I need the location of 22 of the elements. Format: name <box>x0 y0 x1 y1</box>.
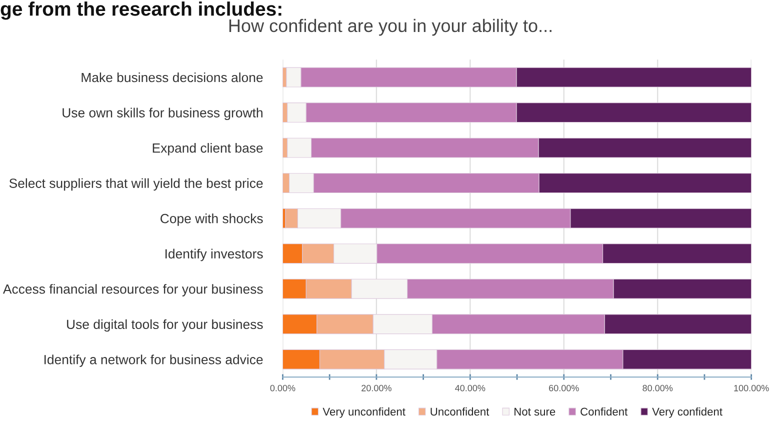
legend-label: Confident <box>580 407 628 416</box>
y-tick-label: Identify a network for business advice <box>44 354 263 367</box>
legend-label: Not sure <box>514 408 556 416</box>
legend-label: Very unconfident <box>322 407 406 418</box>
legend-label: Very confident <box>652 407 722 418</box>
y-tick-label: Make business decisions alone <box>82 72 263 82</box>
x-tick-label: 20.00% <box>362 384 392 392</box>
text: ge from the research includes: <box>0 2 282 20</box>
legend-label: Unconfident <box>430 407 490 416</box>
x-tick-label: 0.00% <box>270 384 296 392</box>
y-tick-label: Use own skills for business growth <box>62 108 262 120</box>
y-tick-label: Select suppliers that will yield the best price <box>9 178 263 191</box>
x-tick-label: 80.00% <box>642 384 673 392</box>
y-tick-label: Access financial resources for your business <box>2 284 263 296</box>
x-tick-label: 100.00% <box>734 384 769 392</box>
x-tick-label: 40.00% <box>455 384 486 392</box>
y-tick-label: Cope with shocks <box>160 214 263 226</box>
x-tick-label: 60.00% <box>549 384 579 392</box>
chart-title: How confident are you in your ability to... <box>229 18 552 36</box>
y-tick-label: Expand client base <box>152 143 263 156</box>
y-tick-label: Identify investors <box>166 248 263 262</box>
y-tick-label: Use digital tools for your business <box>67 319 263 332</box>
